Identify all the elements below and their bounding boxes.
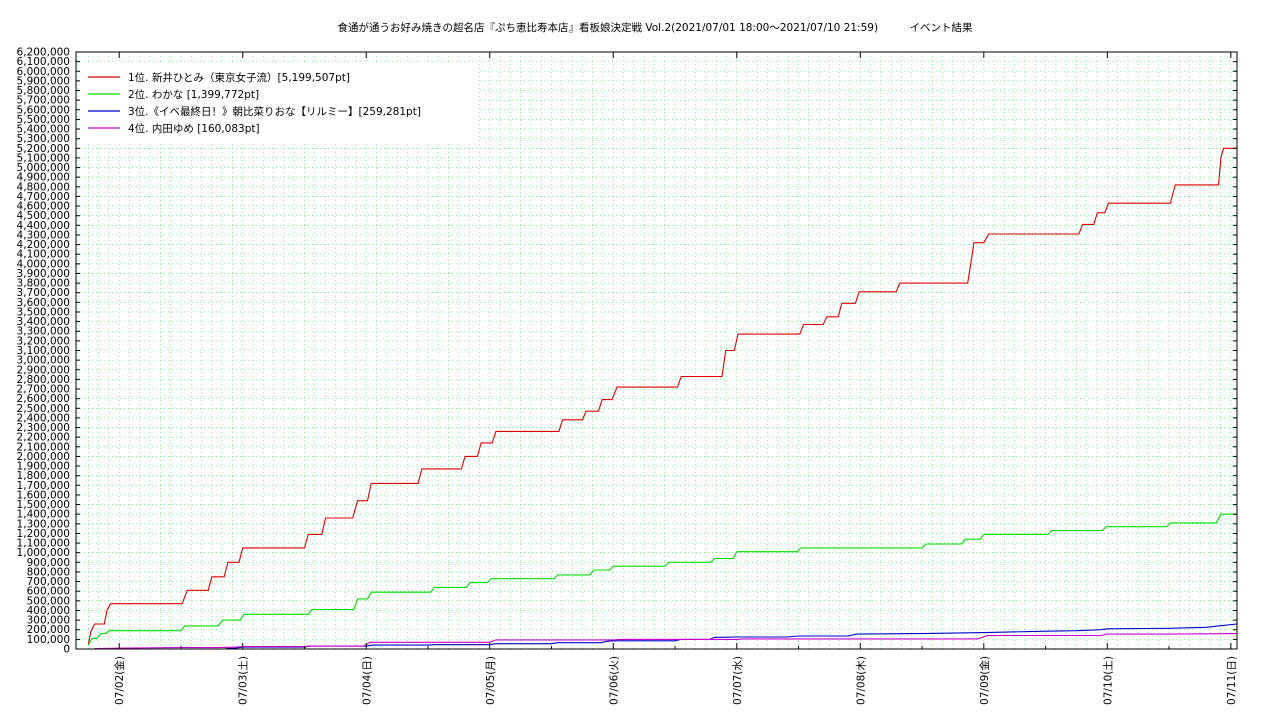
- y-tick-label: 2,900,000: [17, 364, 70, 376]
- y-tick-label: 6,200,000: [17, 47, 70, 59]
- legend: 1位. 新井ひとみ（東京女子流）[5,199,507pt] 2位. わかな [1,…: [80, 62, 478, 144]
- y-tick-label: 700,000: [27, 576, 70, 588]
- y-tick-label: 3,600,000: [17, 297, 70, 309]
- y-tick-label: 300,000: [27, 615, 70, 627]
- x-tick-label: 07/03(土): [237, 656, 250, 705]
- series-line-4: [94, 633, 1238, 650]
- x-tick-label: 07/02(金): [113, 656, 126, 705]
- y-tick-label: 5,000,000: [17, 162, 70, 174]
- y-tick-label: 4,300,000: [17, 229, 70, 241]
- x-tick-label: 07/10(土): [1101, 656, 1114, 705]
- y-tick-label: 1,500,000: [17, 499, 70, 511]
- y-tick-label: 3,700,000: [17, 287, 70, 299]
- y-tick-label: 400,000: [27, 605, 70, 617]
- series-line-3: [205, 623, 1238, 650]
- y-tick-label: 2,200,000: [17, 432, 70, 444]
- y-tick-label: 4,200,000: [17, 239, 70, 251]
- y-tick-label: 200,000: [27, 624, 70, 636]
- y-tick-label: 1,400,000: [17, 509, 70, 521]
- y-tick-label: 4,700,000: [17, 191, 70, 203]
- chart-title: 食通が通うお好み焼きの超名店『ぷち恵比寿本店』看板娘決定戦 Vol.2(2021…: [337, 21, 973, 34]
- y-tick-label: 3,100,000: [17, 345, 70, 357]
- x-tick-label: 07/08(木): [855, 656, 867, 705]
- y-tick-label: 4,000,000: [17, 258, 70, 270]
- y-tick-label: 1,300,000: [17, 518, 70, 530]
- y-tick-label: 1,100,000: [17, 538, 70, 550]
- y-tick-label: 5,400,000: [17, 124, 70, 136]
- y-tick-label: 0: [63, 644, 70, 656]
- series-line-2: [87, 513, 1237, 646]
- y-tick-label: 4,900,000: [17, 172, 70, 184]
- y-tick-label: 6,100,000: [17, 56, 70, 68]
- legend-label-4: 4位. 内田ゆめ [160,083pt]: [128, 122, 260, 135]
- y-tick-label: 3,800,000: [17, 278, 70, 290]
- x-tick-label: 07/11(日): [1226, 656, 1238, 705]
- series-layer: [87, 147, 1238, 650]
- y-tick-label: 4,500,000: [17, 210, 70, 222]
- y-tick-label: 2,600,000: [17, 393, 70, 405]
- y-tick-label: 1,200,000: [17, 528, 70, 540]
- y-tick-label: 5,100,000: [17, 152, 70, 164]
- x-tick-label: 07/07(水): [732, 656, 744, 705]
- y-tick-label: 5,900,000: [17, 75, 70, 87]
- y-tick-label: 2,800,000: [17, 374, 70, 386]
- series-line-1: [87, 147, 1237, 645]
- y-axis: 0100,000200,000300,000400,000500,000600,…: [17, 47, 1237, 656]
- x-tick-label: 07/09(金): [978, 656, 991, 705]
- y-tick-label: 1,800,000: [17, 470, 70, 482]
- y-tick-label: 2,500,000: [17, 403, 70, 415]
- y-tick-label: 4,100,000: [17, 249, 70, 261]
- legend-label-2: 2位. わかな [1,399,772pt]: [128, 88, 259, 101]
- y-tick-label: 100,000: [27, 634, 70, 646]
- y-tick-label: 1,000,000: [17, 547, 70, 559]
- y-tick-label: 5,600,000: [17, 104, 70, 116]
- y-tick-label: 3,200,000: [17, 335, 70, 347]
- y-tick-label: 5,800,000: [17, 85, 70, 97]
- y-tick-label: 5,700,000: [17, 95, 70, 107]
- x-tick-label: 07/06(火): [608, 656, 620, 705]
- y-tick-label: 5,300,000: [17, 133, 70, 145]
- legend-background: [80, 62, 478, 144]
- y-tick-label: 2,000,000: [17, 451, 70, 463]
- y-tick-label: 900,000: [27, 557, 70, 569]
- y-tick-label: 3,400,000: [17, 316, 70, 328]
- y-tick-label: 2,700,000: [17, 384, 70, 396]
- y-tick-label: 4,600,000: [17, 201, 70, 213]
- y-tick-label: 5,500,000: [17, 114, 70, 126]
- y-tick-label: 6,000,000: [17, 66, 70, 78]
- y-tick-label: 800,000: [27, 566, 70, 578]
- y-tick-label: 2,400,000: [17, 412, 70, 424]
- grid-layer: [76, 51, 1237, 649]
- y-tick-label: 3,500,000: [17, 306, 70, 318]
- y-tick-label: 5,200,000: [17, 143, 70, 155]
- x-tick-label: 07/04(日): [361, 656, 373, 705]
- y-tick-label: 2,300,000: [17, 422, 70, 434]
- y-tick-label: 3,000,000: [17, 355, 70, 367]
- y-tick-label: 4,800,000: [17, 181, 70, 193]
- y-tick-label: 3,900,000: [17, 268, 70, 280]
- legend-label-3: 3位.《イベ最終日！》朝比菜りおな【リルミー】[259,281pt]: [128, 105, 421, 118]
- x-tick-label: 07/05(月): [485, 656, 497, 705]
- y-tick-label: 600,000: [27, 586, 70, 598]
- y-tick-label: 500,000: [27, 595, 70, 607]
- y-tick-label: 4,400,000: [17, 220, 70, 232]
- y-tick-label: 1,700,000: [17, 480, 70, 492]
- legend-label-1: 1位. 新井ひとみ（東京女子流）[5,199,507pt]: [128, 71, 350, 84]
- y-tick-label: 2,100,000: [17, 441, 70, 453]
- y-tick-label: 1,600,000: [17, 489, 70, 501]
- y-tick-label: 1,900,000: [17, 461, 70, 473]
- y-tick-label: 3,300,000: [17, 326, 70, 338]
- x-axis: 07/02(金) 07/03(土) 07/04(日) 07/05(月) 07/06(火)…: [113, 52, 1238, 705]
